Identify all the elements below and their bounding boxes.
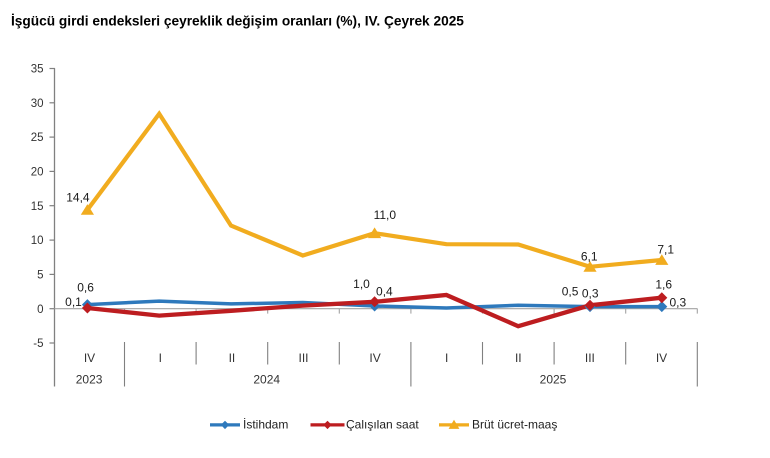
svg-text:30: 30 — [31, 98, 44, 110]
svg-text:35: 35 — [31, 64, 44, 76]
svg-text:15: 15 — [31, 201, 44, 213]
svg-text:10: 10 — [31, 235, 44, 247]
svg-text:IV: IV — [369, 351, 380, 365]
svg-text:0,1: 0,1 — [65, 295, 82, 309]
svg-text:7,1: 7,1 — [657, 242, 674, 256]
svg-text:11,0: 11,0 — [374, 208, 397, 222]
svg-text:III: III — [585, 351, 595, 365]
svg-text:2023: 2023 — [76, 373, 103, 387]
svg-text:5: 5 — [37, 270, 43, 282]
svg-text:0,3: 0,3 — [582, 286, 599, 300]
svg-text:2024: 2024 — [253, 373, 280, 387]
svg-text:IV: IV — [656, 351, 667, 365]
svg-text:Çalışılan saat: Çalışılan saat — [346, 417, 419, 431]
svg-text:II: II — [515, 351, 522, 365]
svg-text:0,5: 0,5 — [562, 285, 579, 299]
svg-text:IV: IV — [84, 351, 95, 365]
svg-text:1,6: 1,6 — [655, 278, 672, 292]
svg-text:0: 0 — [37, 304, 43, 316]
svg-text:Brüt ücret-maaş: Brüt ücret-maaş — [472, 417, 557, 431]
svg-text:20: 20 — [31, 167, 44, 179]
svg-text:2025: 2025 — [540, 373, 567, 387]
svg-text:III: III — [298, 351, 308, 365]
svg-text:-5: -5 — [33, 338, 43, 350]
svg-text:II: II — [229, 351, 236, 365]
svg-text:I: I — [159, 351, 162, 365]
svg-text:I: I — [445, 351, 448, 365]
svg-text:14,4: 14,4 — [66, 191, 90, 205]
svg-text:İşgücü girdi endeksleri çeyrek: İşgücü girdi endeksleri çeyreklik değişi… — [11, 14, 464, 29]
svg-text:0,3: 0,3 — [669, 296, 686, 310]
svg-text:0,4: 0,4 — [376, 284, 393, 298]
svg-text:6,1: 6,1 — [581, 249, 598, 263]
svg-text:0,6: 0,6 — [77, 280, 94, 294]
svg-text:1,0: 1,0 — [353, 277, 370, 291]
svg-text:İstihdam: İstihdam — [243, 417, 288, 431]
svg-text:25: 25 — [31, 132, 44, 144]
